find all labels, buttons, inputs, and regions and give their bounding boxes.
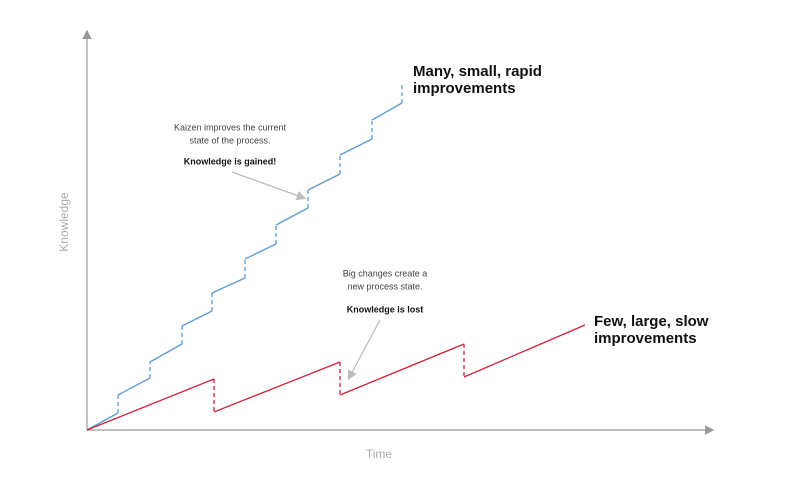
kaizen-line (86, 84, 403, 431)
kaizen-note: state of the process. (189, 135, 270, 145)
kaizen-label: improvements (413, 80, 516, 97)
big-change-label: improvements (594, 330, 697, 347)
big-change-note: Big changes create a (343, 268, 428, 278)
big-change-label: Few, large, slow (594, 313, 709, 330)
big-change-note: new process state. (347, 281, 422, 291)
big-change-line (86, 324, 586, 431)
y-axis-label: Knowledge (57, 192, 71, 252)
kaizen-arrow (231, 171, 307, 201)
kaizen-label: Many, small, rapid (413, 63, 542, 80)
kaizen-note: Kaizen improves the current (174, 122, 287, 132)
big-change-note-bold: Knowledge is lost (347, 304, 424, 314)
big-change-arrow (347, 319, 381, 381)
x-axis-label: Time (366, 447, 393, 461)
kaizen-note-bold: Knowledge is gained! (184, 156, 277, 166)
